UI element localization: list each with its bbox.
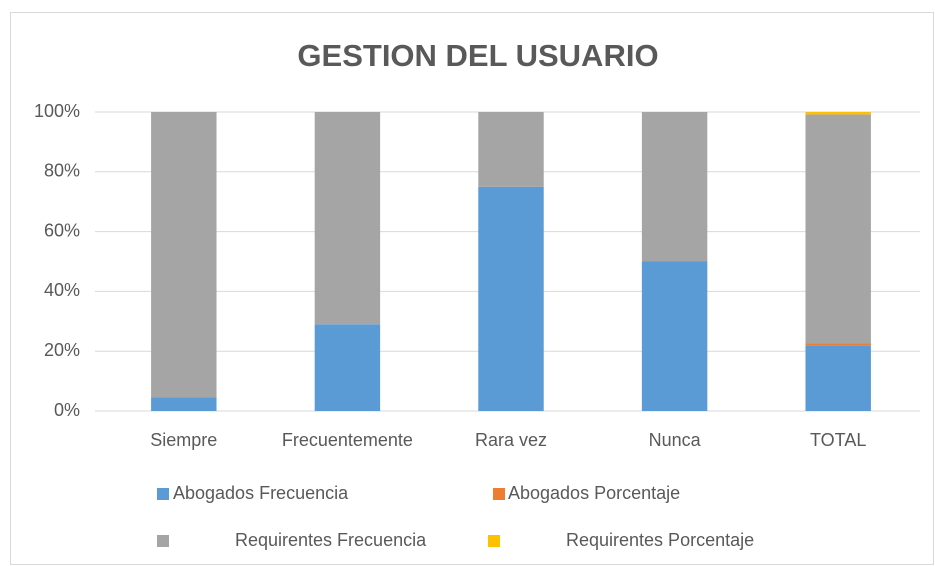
y-tick-label: 100% <box>34 101 80 121</box>
legend-label: Requirentes Porcentaje <box>566 530 754 550</box>
chart-title: GESTION DEL USUARIO <box>297 38 658 73</box>
legend-label: Abogados Porcentaje <box>508 483 680 503</box>
bar-segment <box>805 112 871 115</box>
y-tick-label: 60% <box>44 220 80 240</box>
bar-segment <box>151 112 217 398</box>
bar-segment <box>314 324 381 411</box>
legend-label: Abogados Frecuencia <box>173 483 349 503</box>
bar-segment <box>314 112 381 325</box>
x-tick-label: Siempre <box>150 430 217 450</box>
y-tick-label: 0% <box>54 400 80 420</box>
legend-swatch <box>493 488 505 500</box>
x-tick-label: Rara vez <box>475 430 547 450</box>
y-tick-label: 80% <box>44 161 80 181</box>
bar-segment <box>151 397 217 411</box>
legend-swatch <box>157 488 169 500</box>
y-tick-label: 20% <box>44 340 80 360</box>
bar-segment <box>641 112 708 262</box>
bar-segment <box>805 343 871 346</box>
x-tick-label: Frecuentemente <box>282 430 413 450</box>
legend-label: Requirentes Frecuencia <box>235 530 427 550</box>
legend-swatch <box>488 535 500 547</box>
bar-segment <box>805 114 871 344</box>
chart-border <box>10 12 934 565</box>
bar-segment <box>478 112 544 187</box>
bar-segment <box>478 186 544 411</box>
bar-segment <box>805 345 871 411</box>
x-tick-label: TOTAL <box>810 430 866 450</box>
bar-segment <box>641 261 708 411</box>
x-tick-label: Nunca <box>649 430 702 450</box>
legend-swatch <box>157 535 169 547</box>
y-tick-label: 40% <box>44 280 80 300</box>
